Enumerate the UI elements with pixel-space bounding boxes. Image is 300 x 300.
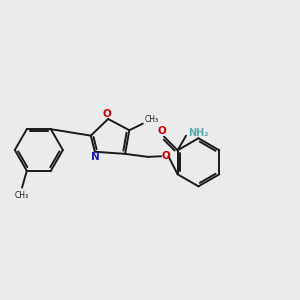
Text: CH₃: CH₃ bbox=[145, 115, 159, 124]
Text: NH₂: NH₂ bbox=[188, 128, 208, 138]
Text: N: N bbox=[91, 152, 100, 162]
Text: CH₃: CH₃ bbox=[15, 191, 29, 200]
Text: O: O bbox=[103, 109, 111, 119]
Text: O: O bbox=[162, 151, 170, 161]
Text: O: O bbox=[157, 126, 166, 136]
